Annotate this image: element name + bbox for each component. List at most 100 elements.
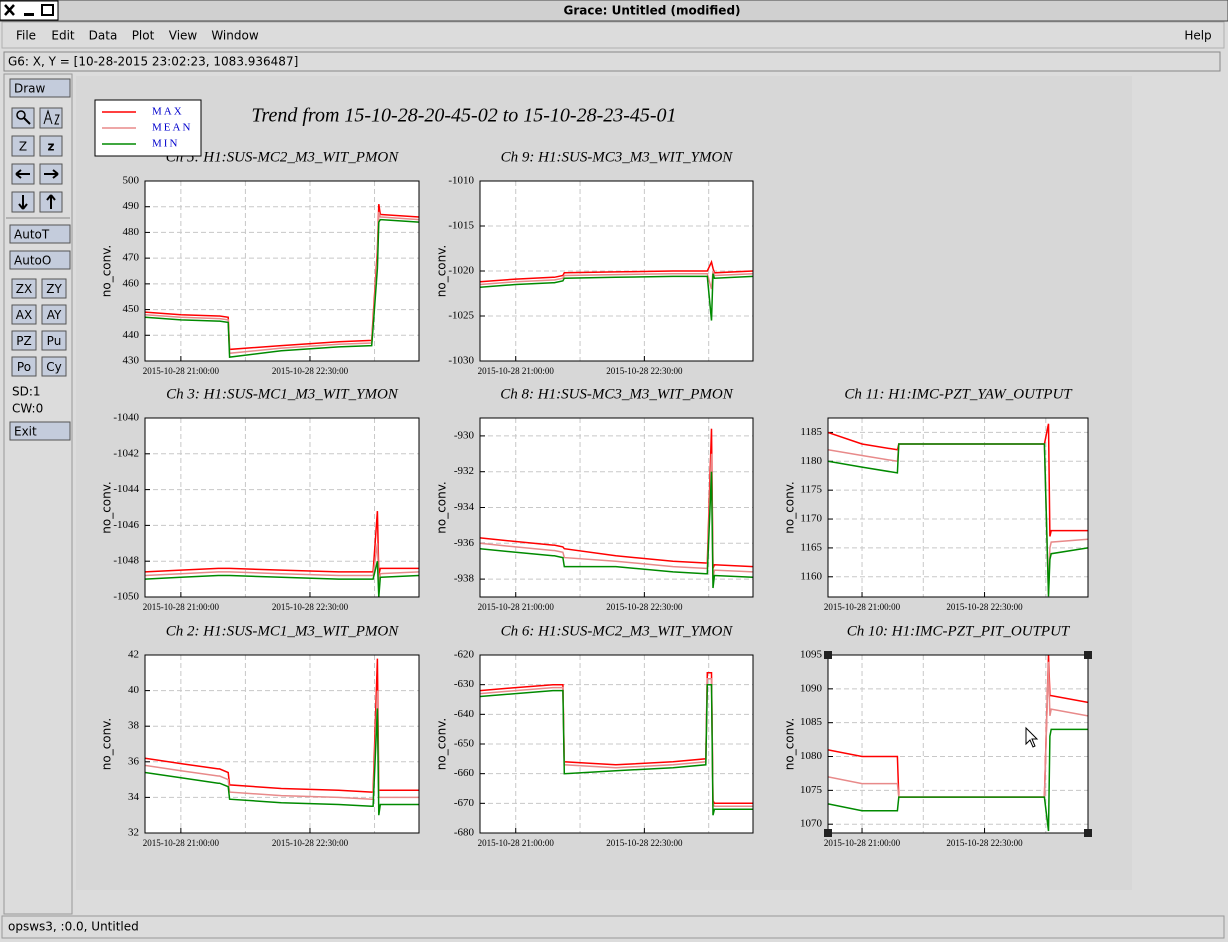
zoom-button-label[interactable]: Cy <box>46 360 61 374</box>
autoo-button[interactable] <box>9 250 71 270</box>
menu-item[interactable]: Plot <box>132 29 155 43</box>
zoom-button-label[interactable]: Po <box>17 360 31 374</box>
y-tick-label: -1048 <box>113 555 139 567</box>
menu-item[interactable]: Window <box>211 29 259 43</box>
zoom-button[interactable] <box>11 304 37 325</box>
menu-item[interactable]: Data <box>89 29 118 43</box>
legend-label: MEAN <box>152 122 192 134</box>
title-bar <box>0 0 1228 22</box>
y-tick-label: 34 <box>128 791 140 803</box>
toolbar-panel <box>3 73 73 915</box>
magnifier-handle[interactable] <box>23 117 31 125</box>
selection-handle[interactable] <box>824 651 832 659</box>
zoom-button[interactable] <box>41 278 67 299</box>
autoscale-icon[interactable] <box>43 109 60 125</box>
y-tick-label: 480 <box>123 226 140 238</box>
y-tick-label: -1040 <box>113 412 139 424</box>
y-tick-label: -1046 <box>113 519 139 531</box>
y-axis-label: no_conv. <box>100 481 114 533</box>
exit-button-label[interactable]: Exit <box>14 425 37 439</box>
y-axis-label: no_conv. <box>435 481 449 533</box>
y-tick-label: 1170 <box>800 513 822 525</box>
maximize-icon[interactable] <box>41 4 54 16</box>
icon-button[interactable] <box>11 135 35 157</box>
plot-frame <box>144 180 420 362</box>
series-line <box>480 273 753 321</box>
selection-handle[interactable] <box>824 829 832 837</box>
y-axis-label: no_conv. <box>435 245 449 297</box>
y-tick-label: 1095 <box>800 649 823 661</box>
selection-handle[interactable] <box>1084 829 1092 837</box>
menu-item[interactable]: File <box>16 29 36 43</box>
y-tick-label: -934 <box>454 501 475 513</box>
autoo-button-label[interactable]: AutoO <box>14 254 51 268</box>
arrow-left[interactable] <box>15 169 30 179</box>
series-line <box>828 443 1088 597</box>
zoom-button[interactable] <box>41 330 67 351</box>
icon-button[interactable] <box>39 135 63 157</box>
y-tick-label: 1185 <box>800 426 822 438</box>
y-tick-label: -1042 <box>113 447 139 459</box>
zoom-button-label[interactable]: ZX <box>16 282 32 296</box>
zoom-button[interactable] <box>11 356 37 377</box>
footer: opsws3, :0.0, Untitled <box>8 920 139 934</box>
menu-item[interactable]: Edit <box>51 29 75 43</box>
y-tick-label: 40 <box>128 684 140 696</box>
plot-frame <box>827 654 1089 834</box>
x-tick-label: 2015-10-28 22:30:00 <box>606 602 683 612</box>
legend: MAX MEAN MIN <box>94 99 202 157</box>
series-line <box>145 218 419 358</box>
x-tick-label: 2015-10-28 21:00:00 <box>143 838 220 848</box>
zoom-button-label[interactable]: AY <box>47 308 62 322</box>
x-tick-label: 2015-10-28 21:00:00 <box>824 838 901 848</box>
autot-button-label[interactable]: AutoT <box>14 228 50 242</box>
draw-button[interactable] <box>9 78 71 98</box>
zoom-button-label[interactable]: Pu <box>47 334 62 348</box>
series-line <box>480 259 753 283</box>
y-tick-label: -1025 <box>448 310 474 322</box>
zoom-button[interactable] <box>11 278 37 299</box>
minimize-icon[interactable] <box>24 13 34 16</box>
zoom-button-label[interactable]: ZY <box>46 282 62 296</box>
arrow-up[interactable] <box>46 194 56 209</box>
y-tick-label: -640 <box>454 708 475 720</box>
icon-label[interactable]: z <box>48 140 55 154</box>
zoom-button[interactable] <box>41 304 67 325</box>
y-axis-label: no_conv. <box>435 718 449 770</box>
autot-button[interactable] <box>9 224 71 244</box>
icon-label[interactable]: Z <box>19 140 27 154</box>
x-tick-label: 2015-10-28 22:30:00 <box>946 838 1023 848</box>
y-tick-label: -938 <box>454 573 475 585</box>
zoom-button-label[interactable]: AX <box>16 308 32 322</box>
x-tick-label: 2015-10-28 22:30:00 <box>606 838 683 848</box>
zoom-button-label[interactable]: PZ <box>16 334 31 348</box>
y-tick-label: 460 <box>123 277 140 289</box>
y-tick-label: -930 <box>454 429 475 441</box>
zoom-button[interactable] <box>41 356 67 377</box>
y-tick-label: 1070 <box>800 818 823 830</box>
exit-button[interactable] <box>9 421 71 441</box>
magnifier-icon[interactable] <box>16 110 26 120</box>
menu-item[interactable]: View <box>169 29 198 43</box>
selection-handle[interactable] <box>1084 651 1092 659</box>
x-tick-label: 2015-10-28 22:30:00 <box>272 838 349 848</box>
locator: G6: X, Y = [10-28-2015 23:02:23, 1083.93… <box>8 55 298 69</box>
icon-button[interactable] <box>39 107 63 129</box>
draw-button-label[interactable]: Draw <box>14 82 46 96</box>
arrow-right[interactable] <box>44 169 59 179</box>
y-tick-label: -1050 <box>113 591 139 603</box>
zoom-button[interactable] <box>11 330 37 351</box>
x-tick-label: 2015-10-28 22:30:00 <box>946 602 1023 612</box>
mouse-cursor <box>1025 726 1039 748</box>
toolbar-status: SD:1 <box>12 385 41 399</box>
x-tick-label: 2015-10-28 21:00:00 <box>143 366 220 376</box>
y-tick-label: -650 <box>454 738 475 750</box>
y-tick-label: -1020 <box>448 265 474 277</box>
menu-help[interactable]: Help <box>1184 29 1211 43</box>
x-tick-label: 2015-10-28 22:30:00 <box>606 366 683 376</box>
series-line <box>828 728 1088 832</box>
y-axis-label: no_conv. <box>783 481 797 533</box>
arrow-down[interactable] <box>18 195 28 210</box>
y-tick-label: 470 <box>123 252 140 264</box>
close-icon[interactable] <box>4 4 15 16</box>
